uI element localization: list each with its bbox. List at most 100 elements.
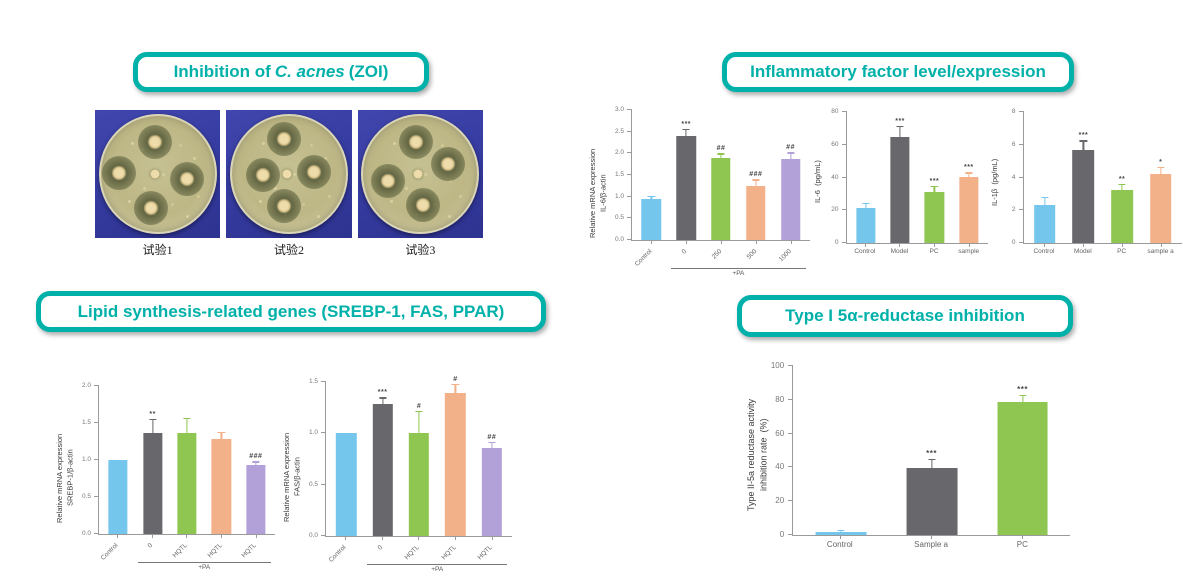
error-bar (682, 128, 691, 136)
center-disc (150, 169, 160, 179)
x-category-label: Control (854, 248, 876, 255)
x-axis-labels: Control 0 250 500 1000 (631, 241, 810, 268)
inhibition-zone (245, 158, 280, 193)
error-bar (716, 153, 726, 158)
srebp1-mrna-plot-area: 0.0 0.5 1.0 1.5 2.0 ** ### Control 0 HQTL HQTL HQTL… (82, 380, 275, 576)
y-tick-label: 1.0 (614, 192, 624, 200)
x-category-label: HQTL (171, 542, 189, 560)
y-tick-label: 6 (1011, 140, 1016, 148)
error-bar (927, 458, 936, 469)
y-axis-tick: 0.0 (309, 532, 326, 539)
petri-dish-label: 试验1 (142, 243, 173, 257)
inhibition-zone (398, 124, 433, 159)
reductase-inhibition-y-axis-label: Type II-5a reductase activity inhibition… (746, 398, 769, 512)
significance-label: ## (786, 144, 795, 152)
error-bar (930, 185, 939, 193)
bars-row: *** *** *** (847, 112, 989, 243)
y-axis-tick: 60 (831, 141, 847, 148)
petri-dish-panel-item: 试验3 (357, 110, 483, 258)
significance-label: ### (749, 171, 763, 179)
colony-speckles (130, 142, 134, 145)
x-axis-tick: Control (794, 536, 885, 550)
x-axis-tick: PC (1102, 244, 1141, 258)
bar-slot: *** (1064, 112, 1103, 243)
srebp1-mrna-bar-hqtl (177, 432, 197, 534)
bar-slot (328, 382, 364, 536)
bar-slot: *** (886, 366, 977, 535)
reductase-inhibition-chart: Type II-5a reductase activity inhibition… (745, 360, 1070, 550)
y-axis-tick: 0.5 (309, 481, 326, 488)
x-category-label: 0 (146, 542, 155, 550)
bars-row: ****** (1024, 112, 1183, 243)
y-axis-tick: 0 (1012, 239, 1024, 246)
y-axis-tick: 1.5 (82, 419, 99, 426)
lipid-genes-header: Lipid synthesis-related genes (SREBP-1, … (36, 291, 546, 332)
y-tick-label: 2 (1011, 206, 1016, 214)
y-tick-label: 40 (775, 462, 785, 472)
inhibition-zone (430, 146, 465, 181)
x-category-label: Sample a (914, 540, 948, 549)
x-category-label: 0 (680, 248, 688, 256)
x-axis-tick: 0 (668, 241, 703, 266)
x-axis-tick: HQTL (473, 537, 510, 562)
x-axis-tick: Control (99, 535, 135, 562)
y-tick-label: 0.0 (81, 530, 91, 537)
y-tick-label: 1.0 (81, 456, 91, 463)
significance-label: ### (249, 453, 263, 461)
bars-row: *** ## ### ## (632, 110, 810, 240)
error-bar (1079, 140, 1088, 150)
bar-slot: ## (773, 110, 808, 240)
x-axis-tick: 1000 (773, 241, 808, 266)
x-axis-labels: Control 0 HQTL HQTL HQTL (325, 537, 512, 564)
x-category-label: HQTL (403, 544, 421, 562)
bars-row: ** ### (99, 386, 275, 534)
petri-dish-panel-item: 试验1 (95, 110, 221, 258)
fas-mrna-bar-hqtl (481, 447, 503, 536)
petri-dish (98, 114, 217, 234)
bar-slot (849, 112, 883, 243)
significance-label: *** (929, 177, 940, 185)
bar-slot (101, 386, 135, 534)
il6-level-bar-model (890, 136, 910, 243)
y-axis-tick: 0 (780, 530, 794, 539)
x-axis-tick: Control (848, 244, 883, 258)
significance-label: ## (716, 145, 726, 153)
y-axis-tick: 6 (1012, 141, 1024, 148)
lipid-genes-header-text: Lipid synthesis-related genes (SREBP-1, … (77, 301, 505, 321)
y-axis-tick: 20 (775, 496, 794, 505)
x-category-label: PC (929, 248, 939, 255)
y-tick-label: 2.0 (81, 382, 91, 389)
bar-slot: ### (239, 386, 273, 534)
il6-mrna-plot-area: 0.0 0.5 1.0 1.5 2.0 2.5 3.0 *** ## ### ## Control 0 2… (615, 104, 810, 282)
y-tick-label: 3.0 (614, 106, 624, 113)
error-bar (1040, 196, 1050, 206)
il6-mrna-bar-250 (711, 157, 731, 240)
y-tick-label: 0.0 (614, 236, 624, 243)
group-label: +PA (732, 270, 745, 277)
srebp1-mrna-bar-0 (142, 432, 163, 534)
x-axis-tick: Control (327, 537, 364, 564)
x-axis-tick: HQTL (204, 535, 239, 560)
y-axis-tick: 8 (1012, 108, 1024, 115)
inhibition-zone (267, 122, 302, 157)
il1b-level-plot-area: 0 2 4 6 8 *** ** * Control Model PC sample a (1012, 106, 1183, 258)
bar-slot (634, 110, 669, 240)
inhibition-zone (138, 124, 173, 159)
y-tick-label: 20 (775, 496, 785, 506)
x-axis-tick: Sample a (885, 536, 976, 550)
y-tick-label: 0 (834, 239, 839, 246)
error-bar (182, 417, 192, 433)
group-underline (137, 562, 271, 563)
bar-slot: ** (135, 386, 169, 534)
x-category-label: Control (99, 542, 120, 562)
petri-dish (361, 114, 480, 234)
significance-label: ** (1118, 175, 1126, 183)
y-axis-tick: 1.5 (309, 378, 326, 385)
error-bar (148, 419, 157, 433)
y-tick-label: 2.0 (614, 149, 624, 157)
bar-slot: *** (952, 112, 986, 243)
x-category-label: 250 (710, 248, 723, 261)
reductase-header-text: Type I 5α-reductase inhibition (785, 306, 1025, 325)
y-axis-tick: 1.0 (309, 429, 326, 436)
significance-label: ## (487, 433, 497, 441)
